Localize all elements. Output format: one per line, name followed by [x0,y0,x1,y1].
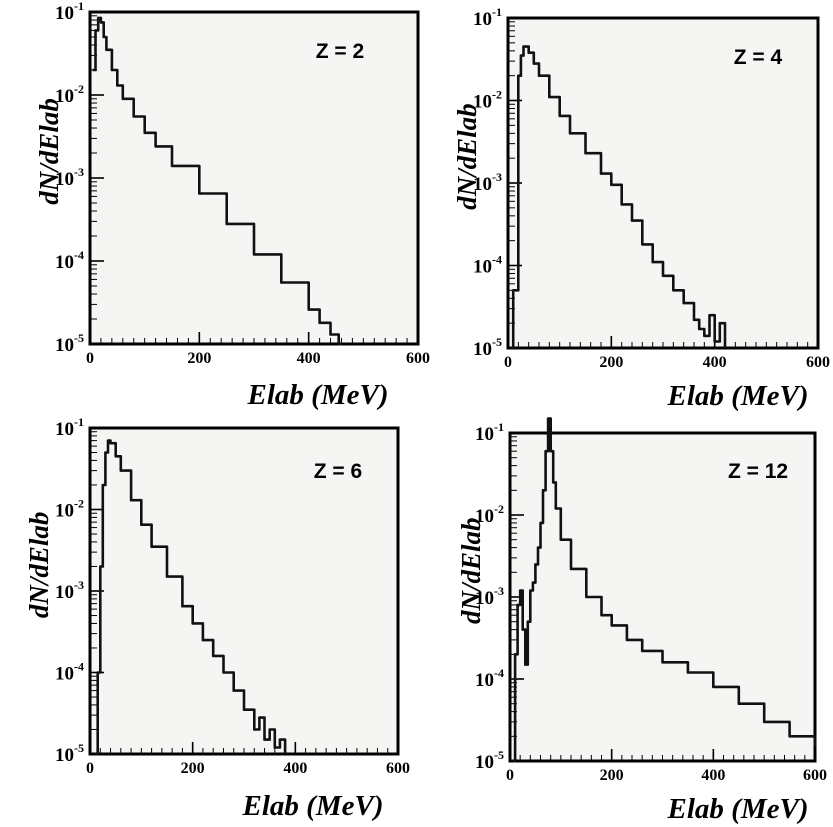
y-tick-label: 10-3 [473,170,502,195]
y-tick-label: 10-3 [55,578,84,603]
y-axis-label: dN/dElab [452,103,482,210]
x-tick-label: 200 [181,760,205,777]
y-tick-label: 10-1 [475,420,504,445]
y-tick-label: 10-5 [473,335,502,360]
plot-frame [88,10,420,346]
y-tick-label: 10-5 [475,748,504,773]
spectrum-curve [512,417,817,763]
y-tick-label: 10-4 [55,248,84,273]
x-tick-label: 400 [283,760,307,777]
y-tick-label: 10-4 [473,253,502,278]
x-tick-label: 200 [600,767,624,784]
x-tick-label: 200 [599,354,623,371]
plot-frame [506,16,820,350]
y-axis-label: dN/dElab [24,512,54,619]
panel-z12: 0 200 400 600 10-1 10-2 10-3 10-4 10-5 Z = 12 Elab… [456,417,827,825]
x-tick-label: 400 [297,350,321,367]
panel-z2: 0 200 400 600 10-1 10-2 10-3 10-4 10-5 Z = 2 Elab … [34,0,430,411]
spectrum-curve [92,16,342,346]
x-tick-label: 0 [506,767,514,784]
y-tick-label: 10-2 [475,502,504,527]
x-axis-label: Elab (MeV) [667,793,809,825]
x-axis-label: Elab (MeV) [667,380,809,412]
y-tick-label: 10-2 [473,88,502,113]
x-tick-label: 0 [86,760,94,777]
y-tick-label: 10-1 [55,415,84,440]
y-tick-label: 10-4 [475,666,504,691]
charge-annotation: Z = 6 [314,460,362,483]
spectrum-curve [510,45,727,350]
y-tick-label: 10-4 [55,660,84,685]
y-tick-label: 10-1 [473,5,502,30]
y-tick-label: 10-2 [55,82,84,107]
x-tick-label: 400 [701,767,725,784]
y-axis-label: dN/dElab [34,98,64,205]
y-tick-label: 10-5 [55,331,84,356]
x-tick-label: 200 [187,350,211,367]
x-axis-label: Elab (MeV) [247,379,389,411]
x-tick-label: 0 [504,354,512,371]
y-axis-label: dN/dElab [456,518,486,625]
x-tick-label: 600 [803,767,827,784]
y-tick-label: 10-2 [55,497,84,522]
panel-z4: 0 200 400 600 10-1 10-2 10-3 10-4 10-5 Z = 4 Elab … [452,5,830,412]
charge-annotation: Z = 4 [734,46,783,69]
panel-z6: 0 200 400 600 10-1 10-2 10-3 10-4 10-5 Z = 6 Elab … [24,415,410,822]
y-tick-label: 10-3 [55,165,84,190]
y-tick-label: 10-3 [475,584,504,609]
charge-annotation: Z = 12 [728,460,788,483]
x-axis-label: Elab (MeV) [242,790,384,822]
x-tick-label: 0 [86,350,94,367]
x-tick-label: 600 [806,354,830,371]
x-tick-label: 400 [703,354,727,371]
spectrum-curve [95,439,287,756]
x-tick-label: 600 [406,350,430,367]
y-tick-label: 10-5 [55,741,84,766]
charge-annotation: Z = 2 [316,40,364,63]
y-tick-label: 10-1 [55,0,84,24]
x-tick-label: 600 [386,760,410,777]
